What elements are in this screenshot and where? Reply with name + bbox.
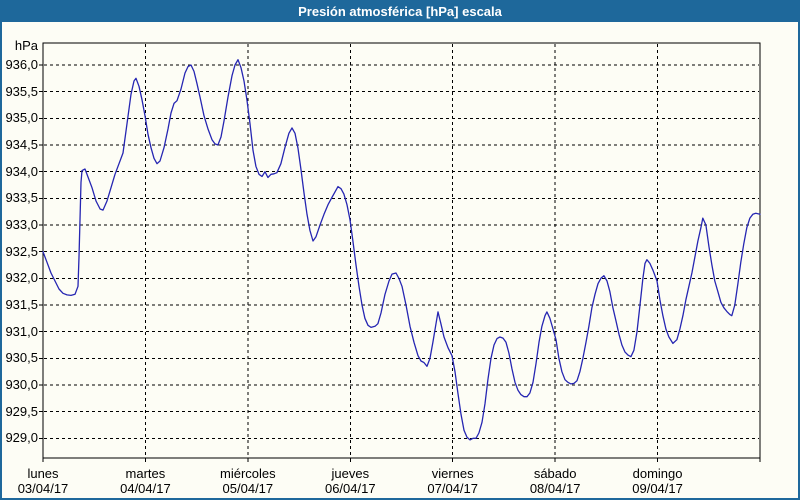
x-tick-label: jueves 06/04/17	[302, 466, 398, 496]
y-tick-label: 932,0	[5, 270, 38, 286]
y-tick-label: 936,0	[5, 57, 38, 72]
y-tick-label: 933,5	[5, 190, 38, 206]
y-tick-label: 932,5	[5, 243, 38, 259]
y-axis-unit-label: hPa	[14, 38, 38, 53]
x-tick-label: sábado 08/04/17	[507, 466, 603, 496]
x-tick-label: viernes 07/04/17	[405, 466, 501, 496]
x-tick-date: 06/04/17	[324, 481, 376, 496]
y-tick-label: 934,5	[5, 136, 38, 152]
x-tick-date: 03/04/17	[17, 481, 69, 496]
x-tick-date: 05/04/17	[222, 481, 274, 496]
chart-title: Presión atmosférica [hPa] escala	[298, 3, 502, 19]
x-tick-day-name: martes	[125, 466, 166, 481]
y-tick-label: 933,0	[5, 216, 38, 232]
x-tick-label: lunes 03/04/17	[0, 466, 91, 496]
pressure-series-line	[42, 59, 761, 441]
y-tick-label: 931,5	[5, 296, 38, 312]
x-tick-day-name: miércoles	[220, 466, 276, 481]
x-tick-date: 09/04/17	[632, 481, 683, 496]
y-tick-label: 934,0	[5, 163, 38, 179]
x-tick-date: 04/04/17	[120, 481, 171, 496]
chart-title-bar: Presión atmosférica [hPa] escala	[0, 0, 800, 22]
y-tick-label: 935,0	[5, 110, 38, 126]
x-tick-day-name: viernes	[431, 466, 474, 481]
x-tick-label: martes 04/04/17	[97, 466, 193, 496]
x-tick-day-name: jueves	[331, 466, 370, 481]
y-tick-label: 930,5	[5, 350, 38, 366]
x-tick-date: 07/04/17	[427, 481, 478, 496]
y-tick-label: 929,0	[5, 430, 38, 446]
y-tick-label: 935,5	[5, 83, 38, 99]
y-tick-label: 930,0	[5, 376, 38, 392]
x-tick-label: domingo 09/04/17	[610, 466, 706, 496]
x-tick-label: miércoles 05/04/17	[200, 466, 296, 496]
x-tick-day-name: domingo	[632, 466, 683, 481]
x-tick-date: 08/04/17	[529, 481, 581, 496]
x-tick-day-name: sábado	[533, 466, 577, 481]
x-tick-day-name: lunes	[27, 466, 59, 481]
y-tick-label: 931,0	[5, 323, 38, 339]
y-tick-label: 929,5	[5, 403, 38, 419]
plot-border	[42, 42, 761, 459]
